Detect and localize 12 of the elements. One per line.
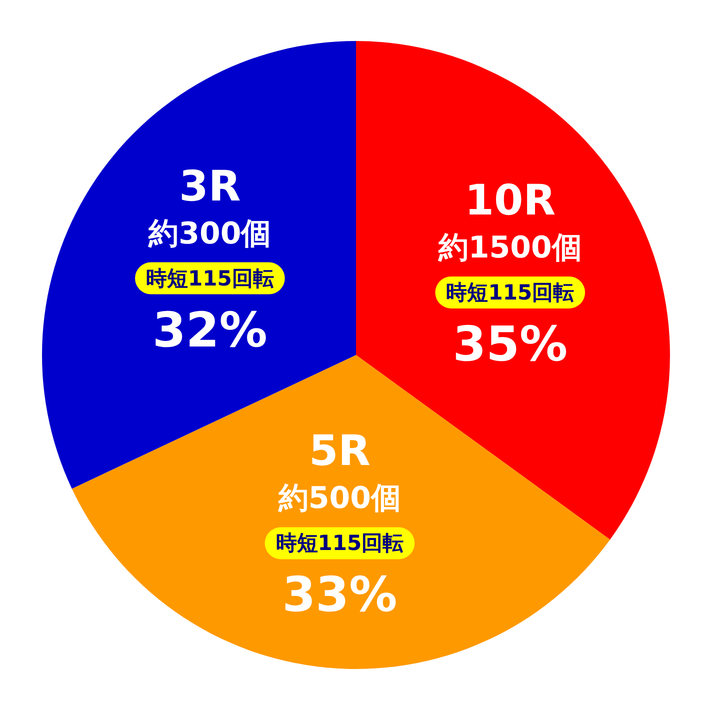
- text: 時短115回転: [276, 531, 404, 556]
- text: 時短115回転: [446, 280, 574, 304]
- text: 約500個: [278, 481, 402, 516]
- data-label: 32%: [152, 302, 268, 358]
- text: 約1500個: [438, 230, 582, 266]
- slice-label: 5R: [308, 426, 371, 476]
- slice-label: 10R: [464, 175, 556, 224]
- data-label: 35%: [452, 316, 568, 372]
- data-label: 33%: [282, 567, 398, 624]
- text: 約300個: [148, 216, 272, 252]
- text: 時短115回転: [146, 266, 274, 290]
- slice-label: 3R: [179, 161, 241, 210]
